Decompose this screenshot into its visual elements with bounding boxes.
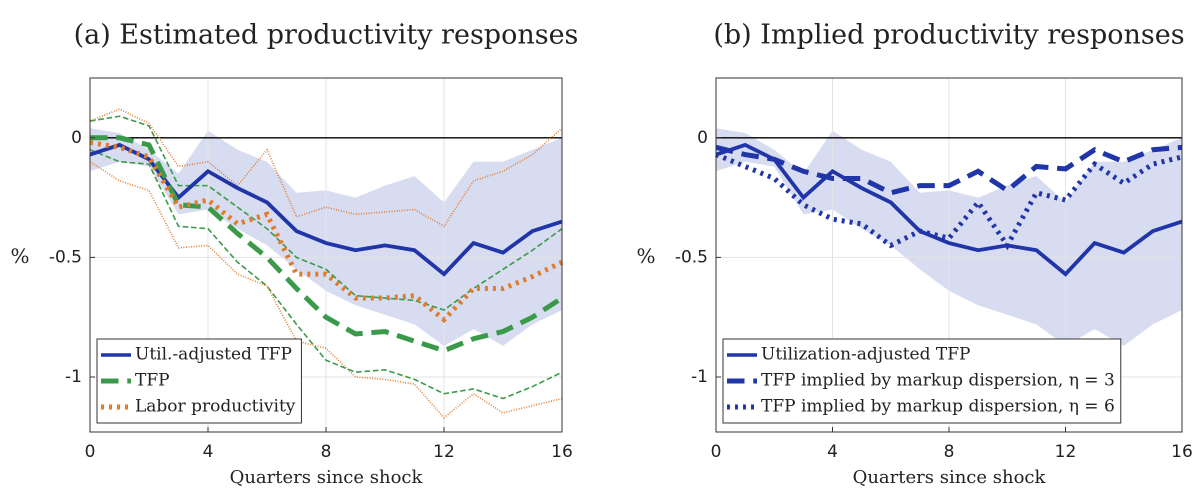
series-line	[89, 142, 563, 277]
x-axis-label: Quarters since shock	[230, 467, 424, 488]
legend: Util.-adjusted TFP TFP Labor productivity	[96, 338, 302, 424]
x-tick-label: 4	[827, 442, 838, 462]
series-line	[715, 144, 1183, 196]
series-line	[715, 142, 1183, 277]
y-tick-label: -0.5	[49, 247, 82, 267]
y-axis-label: %	[636, 244, 655, 268]
x-tick-label: 0	[85, 442, 96, 462]
legend-label: Util.-adjusted TFP	[135, 345, 292, 365]
chart-title: (b) Implied productivity responses	[713, 20, 1184, 51]
x-tick-label: 12	[1055, 442, 1077, 462]
chart-title: (a) Estimated productivity responses	[74, 20, 579, 51]
x-tick-label: 16	[1171, 442, 1193, 462]
x-tick-label: 12	[433, 442, 455, 462]
x-tick-label: 4	[203, 442, 214, 462]
panel: (b) Implied productivity responses Quarte…	[636, 20, 1192, 489]
x-tick-label: 0	[711, 442, 722, 462]
y-tick-label: 0	[71, 128, 82, 148]
y-tick-label: -1	[65, 367, 82, 387]
y-tick-label: 0	[697, 128, 708, 148]
legend-box	[96, 338, 302, 424]
legend-label: TFP implied by markup dispersion, η = 3	[761, 371, 1115, 391]
series-line	[90, 135, 564, 354]
legend: Utilization-adjusted TFP TFP implied by m…	[722, 338, 1122, 424]
panel: (a) Estimated productivity responses Quar…	[10, 20, 578, 489]
legend-label: Labor productivity	[135, 397, 296, 417]
y-axis-label: %	[10, 244, 29, 268]
series-line	[89, 140, 564, 323]
band-line	[89, 115, 563, 311]
legend-label: TFP implied by markup dispersion, η = 6	[761, 397, 1115, 417]
legend-label: TFP	[135, 371, 170, 391]
legend-box	[722, 338, 1122, 424]
band-line	[89, 149, 563, 400]
x-axis-label: Quarters since shock	[853, 467, 1047, 488]
legend-label: Utilization-adjusted TFP	[761, 345, 970, 365]
y-tick-label: -1	[691, 367, 708, 387]
x-tick-label: 16	[551, 442, 573, 462]
x-tick-label: 8	[944, 442, 955, 462]
series-line	[715, 152, 1183, 251]
x-tick-label: 8	[321, 442, 332, 462]
y-tick-label: -0.5	[675, 247, 708, 267]
